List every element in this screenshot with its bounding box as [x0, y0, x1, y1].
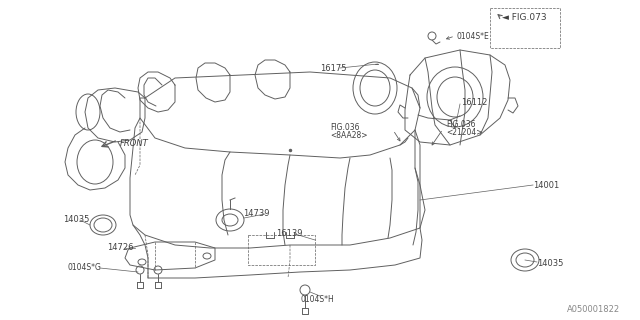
Text: 0104S*H: 0104S*H	[300, 295, 333, 305]
Text: 16139: 16139	[276, 228, 303, 237]
Text: 0104S*E: 0104S*E	[456, 31, 489, 41]
Text: <21204>: <21204>	[446, 127, 483, 137]
Text: 14035: 14035	[537, 259, 563, 268]
Text: 14726: 14726	[107, 243, 134, 252]
Text: FIG.036: FIG.036	[446, 119, 476, 129]
Text: FIG.036: FIG.036	[330, 123, 360, 132]
Text: 16175: 16175	[320, 63, 346, 73]
Text: A050001822: A050001822	[567, 306, 620, 315]
Text: 14001: 14001	[533, 180, 559, 189]
Text: <8AA28>: <8AA28>	[330, 131, 367, 140]
Text: 14035: 14035	[63, 214, 90, 223]
Text: FRONT: FRONT	[120, 139, 148, 148]
Text: 16112: 16112	[461, 98, 488, 107]
Text: ◄ FIG.073: ◄ FIG.073	[502, 12, 547, 21]
Text: 14739: 14739	[243, 209, 269, 218]
Text: 0104S*G: 0104S*G	[67, 263, 101, 273]
